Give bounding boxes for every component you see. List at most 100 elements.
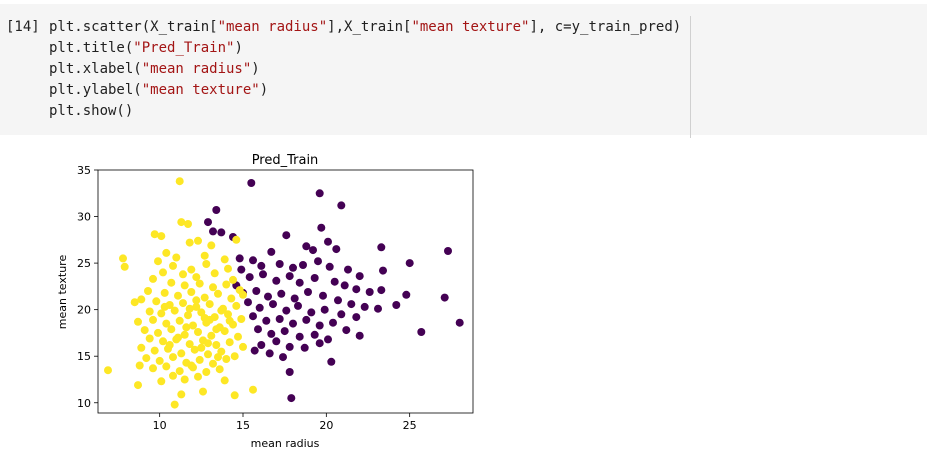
data-point (285, 272, 294, 281)
data-point (150, 346, 159, 355)
data-point (214, 289, 222, 298)
data-point (130, 298, 139, 307)
data-point (204, 339, 212, 348)
data-point (134, 381, 142, 390)
data-point (287, 394, 296, 403)
data-point (170, 400, 179, 409)
data-point (295, 278, 304, 287)
data-point (294, 301, 302, 310)
data-point (300, 343, 309, 352)
ticks-layer: 10 15 20 25 10 15 20 25 30 35 (77, 164, 417, 432)
data-point (272, 276, 281, 285)
data-point (355, 331, 364, 340)
data-point (207, 331, 216, 340)
data-point (227, 294, 236, 303)
data-point (149, 364, 157, 373)
data-point (417, 328, 426, 336)
data-point (192, 296, 201, 305)
data-point (224, 310, 232, 319)
data-point (162, 248, 171, 257)
data-point (160, 302, 169, 311)
data-point (189, 321, 197, 330)
data-point (275, 260, 284, 268)
data-point (179, 299, 187, 308)
data-point (104, 366, 112, 375)
data-point (180, 281, 189, 290)
data-point (352, 313, 361, 322)
data-point (374, 304, 382, 313)
data-point (197, 343, 206, 352)
code-editor[interactable]: plt.scatter(X_train["mean radius"],X_tra… (49, 17, 681, 122)
points-layer (104, 177, 464, 409)
data-point (230, 391, 239, 400)
data-point (220, 255, 229, 264)
data-point (215, 365, 224, 374)
data-point (302, 242, 311, 251)
data-point (405, 259, 414, 268)
data-point (172, 253, 181, 262)
data-point (285, 368, 294, 376)
data-point (162, 362, 171, 371)
data-point (239, 290, 247, 299)
data-point (210, 269, 219, 278)
data-point (140, 326, 149, 335)
data-point (262, 316, 271, 325)
data-point (199, 387, 207, 396)
data-point (402, 290, 411, 299)
data-point (232, 301, 241, 310)
data-point (220, 327, 229, 336)
data-point (159, 337, 167, 346)
data-point (202, 260, 211, 268)
data-point (165, 341, 174, 349)
data-point (180, 375, 189, 384)
data-point (327, 357, 336, 366)
x-tick-label: 15 (236, 419, 250, 432)
data-point (275, 315, 284, 323)
x-tick-label: 25 (403, 419, 417, 432)
scatter-chart: Pred_Train 10 15 20 25 10 15 20 25 30 35 mean rad… (56, 153, 474, 450)
data-point (392, 301, 401, 309)
data-point (379, 266, 387, 275)
data-point (325, 262, 334, 271)
data-point (237, 265, 246, 274)
data-point (212, 206, 221, 214)
x-tick-label: 20 (319, 419, 333, 432)
data-point (209, 359, 217, 368)
data-point (264, 292, 272, 301)
data-point (194, 372, 202, 381)
data-point (184, 311, 192, 320)
data-point (152, 297, 161, 306)
data-point (192, 302, 201, 311)
code-line: plt.title("Pred_Train") (49, 40, 243, 56)
data-point (157, 377, 166, 386)
data-point (344, 265, 352, 274)
data-point (217, 228, 226, 237)
data-point (187, 361, 196, 370)
data-point (290, 294, 299, 303)
y-tick-label: 30 (77, 211, 91, 224)
data-point (200, 251, 209, 260)
data-point (157, 309, 166, 318)
data-point (337, 310, 346, 319)
data-point (310, 274, 319, 282)
data-point (154, 328, 162, 337)
data-point (455, 318, 464, 327)
data-point (169, 261, 177, 270)
data-point (315, 189, 324, 198)
code-line: plt.show() (49, 103, 134, 119)
code-cell[interactable]: [14] plt.scatter(X_train["mean radius"],… (0, 4, 927, 138)
data-point (352, 285, 361, 294)
data-point (229, 275, 237, 284)
data-point (135, 361, 144, 370)
data-point (245, 273, 254, 282)
data-point (337, 201, 346, 210)
data-point (377, 243, 386, 252)
data-point (174, 333, 182, 342)
data-point (332, 245, 341, 254)
data-point (134, 317, 142, 326)
data-point (169, 353, 177, 362)
data-point (187, 288, 196, 296)
y-tick-label: 10 (77, 397, 91, 410)
data-point (365, 288, 374, 296)
data-point (194, 328, 202, 336)
